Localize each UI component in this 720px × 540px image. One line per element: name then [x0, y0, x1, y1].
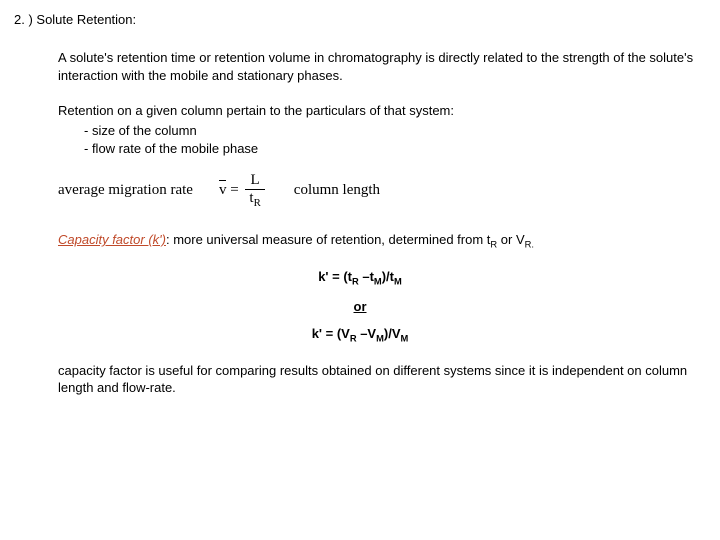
eq2-post: )/V [384, 326, 401, 341]
capacity-factor-line: Capacity factor (k'): more universal mea… [58, 231, 706, 251]
closing-paragraph: capacity factor is useful for comparing … [58, 362, 706, 397]
formula-equation: v = L tR [219, 172, 268, 209]
eq1-sm2: M [394, 277, 402, 287]
sub-r2: R. [525, 240, 534, 250]
eq2-sr: R [350, 334, 357, 344]
capacity-desc-a: : more universal measure of retention, d… [166, 232, 490, 247]
eq1-sm1: M [374, 277, 382, 287]
section-heading: 2. ) Solute Retention: [14, 12, 706, 27]
eq1-mid: –t [359, 269, 374, 284]
bullet-flowrate: - flow rate of the mobile phase [84, 141, 706, 156]
eq2-mid: –V [357, 326, 377, 341]
eq2-sm1: M [376, 334, 384, 344]
capacity-factor-label: Capacity factor (k') [58, 232, 166, 247]
equation-2: k' = (VR –VM)/VM [14, 326, 706, 344]
capacity-desc-b: or V [497, 232, 524, 247]
eq1-post: )/t [382, 269, 394, 284]
equation-1: k' = (tR –tM)/tM [14, 269, 706, 287]
eq1-pre: k' = (t [318, 269, 352, 284]
migration-formula: average migration rate v = L tR column l… [58, 172, 706, 209]
formula-left-label: average migration rate [58, 182, 193, 199]
formula-right-label: column length [294, 182, 380, 199]
paragraph-intro: A solute's retention time or retention v… [58, 49, 706, 84]
eq2-sm2: M [401, 334, 409, 344]
eq2-pre: k' = (V [312, 326, 350, 341]
eq1-sr: R [352, 277, 359, 287]
paragraph-retention: Retention on a given column pertain to t… [58, 102, 706, 120]
or-label: or [14, 299, 706, 314]
bullet-size: - size of the column [84, 122, 706, 140]
